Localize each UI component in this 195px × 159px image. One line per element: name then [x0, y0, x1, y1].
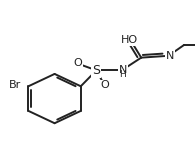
- Text: S: S: [92, 64, 100, 77]
- Text: O: O: [74, 58, 82, 68]
- Text: N: N: [119, 65, 127, 75]
- Text: HO: HO: [121, 35, 138, 45]
- Text: Br: Br: [9, 80, 22, 90]
- Text: N: N: [166, 51, 174, 61]
- Text: O: O: [101, 80, 110, 90]
- Text: H: H: [119, 70, 126, 79]
